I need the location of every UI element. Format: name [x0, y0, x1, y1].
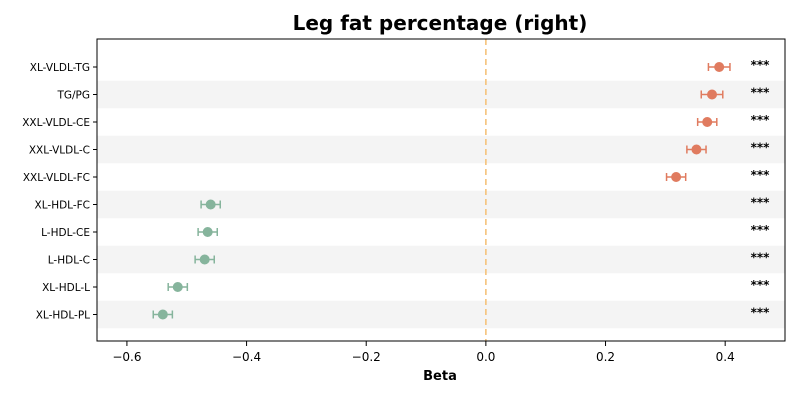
significance-labels: *** *** *** *** *** *** *** *** *** ***: [751, 58, 771, 320]
significance-label: ***: [751, 113, 771, 127]
x-tick-label: −0.6: [112, 350, 141, 364]
significance-label: ***: [751, 278, 771, 292]
significance-label: ***: [751, 196, 771, 210]
data-marks: [152, 62, 731, 320]
data-point: [157, 309, 168, 320]
significance-label: ***: [751, 86, 771, 100]
significance-label: ***: [751, 168, 771, 182]
point-group: [197, 227, 219, 237]
plot-frame: [96, 38, 786, 342]
chart-title: Leg fat percentage (right): [293, 11, 588, 35]
data-point: [702, 117, 713, 127]
y-axis-labels: XL-VLDL-TG TG/PG XXL-VLDL-CE XXL-VLDL-C XXL-…: [22, 62, 97, 322]
point-group: [152, 309, 174, 320]
y-tick-label: L-HDL-CE: [41, 227, 90, 239]
x-tick-label: 0.2: [596, 350, 615, 364]
data-point: [205, 199, 216, 210]
point-group: [200, 199, 221, 210]
x-tick-label: −0.4: [232, 350, 261, 364]
point-group: [665, 172, 687, 182]
y-tick-label: XXL-VLDL-FC: [23, 172, 90, 184]
data-point: [671, 172, 682, 182]
x-axis-label: Beta: [423, 369, 457, 384]
significance-label: ***: [751, 223, 771, 237]
y-tick-label: XXL-VLDL-C: [29, 145, 90, 157]
row-band: [97, 300, 785, 329]
significance-label: ***: [751, 58, 771, 72]
y-tick-label: XL-HDL-FC: [35, 200, 90, 212]
data-point: [199, 254, 210, 265]
y-tick-label: L-HDL-C: [48, 255, 90, 267]
data-point: [714, 62, 725, 72]
x-axis-ticks: −0.6 −0.4 −0.2 0.0 0.2 0.4: [112, 341, 735, 364]
significance-label: ***: [751, 306, 771, 320]
y-tick-label: XXL-VLDL-CE: [22, 117, 90, 129]
point-group: [700, 89, 724, 100]
significance-label: ***: [751, 251, 771, 265]
data-point: [202, 227, 213, 237]
row-bands: [97, 80, 785, 329]
y-tick-label: XL-HDL-PL: [36, 310, 90, 322]
point-group: [686, 144, 707, 155]
y-tick-label: XL-HDL-L: [42, 282, 90, 294]
y-tick-label: XL-VLDL-TG: [30, 62, 90, 74]
significance-label: ***: [751, 141, 771, 155]
row-band: [97, 190, 785, 219]
x-tick-label: −0.2: [352, 350, 381, 364]
data-point: [691, 144, 702, 155]
point-group: [696, 117, 718, 127]
point-group: [167, 282, 189, 292]
row-band: [97, 80, 785, 109]
x-tick-label: 0.4: [716, 350, 735, 364]
row-band: [97, 135, 785, 164]
point-group: [707, 62, 731, 72]
y-tick-label: TG/PG: [56, 90, 90, 102]
point-group: [194, 254, 216, 265]
x-tick-label: 0.0: [476, 350, 495, 364]
data-point: [172, 282, 183, 292]
data-point: [707, 89, 718, 100]
